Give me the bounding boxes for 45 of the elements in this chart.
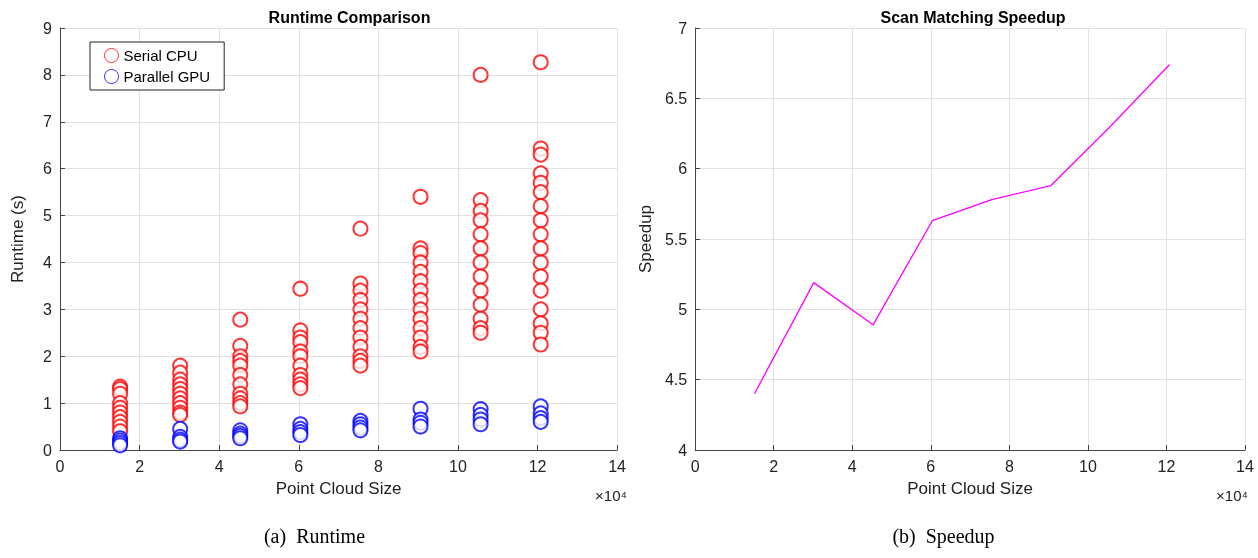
y-tick-label: 5.5: [664, 230, 688, 248]
x-tick-label: 6: [926, 457, 936, 475]
text: (b) Speedup: [892, 525, 995, 548]
y-tick-label: 9: [43, 19, 53, 37]
x-tick-label: 2: [135, 457, 145, 475]
y-tick-label: 4: [43, 253, 53, 271]
x-tick-label: 12: [1157, 457, 1176, 475]
y-tick-label: 1: [43, 394, 53, 412]
chart-title: Runtime Comparison: [268, 8, 431, 26]
y-tick-label: 6.5: [664, 89, 688, 107]
chart-title: Scan Matching Speedup: [880, 8, 1066, 26]
y-tick-label: 6: [678, 160, 688, 178]
text: ×10⁴: [595, 487, 627, 504]
text: (a) Runtime: [263, 525, 366, 548]
y-tick-label: 7: [678, 19, 688, 37]
x-tick-label: 10: [449, 457, 467, 475]
legend-label: Serial CPU: [123, 47, 198, 64]
y-tick-label: 6: [43, 160, 53, 178]
x-tick-label: 4: [214, 457, 224, 475]
x-tick-label: 0: [55, 457, 65, 475]
x-tick-label: 0: [690, 457, 700, 475]
y-tick-label: 7: [43, 113, 53, 131]
x-tick-label: 10: [1079, 457, 1097, 475]
y-tick-label: 2: [43, 347, 53, 365]
x-axis-title: Point Cloud Size: [907, 479, 1033, 498]
legend-label: Parallel GPU: [123, 68, 211, 85]
y-tick-label: 4: [678, 441, 688, 459]
y-tick-label: 0: [43, 441, 53, 459]
y-axis-title: Runtime (s): [8, 195, 27, 283]
x-tick-label: 14: [608, 457, 627, 475]
x-tick-label: 4: [847, 457, 857, 475]
text: ×10⁴: [1216, 487, 1248, 504]
y-tick-label: 3: [43, 300, 53, 318]
y-tick-label: 4.5: [664, 371, 688, 389]
x-axis-title: Point Cloud Size: [275, 479, 402, 498]
y-tick-label: 5: [678, 300, 688, 318]
x-tick-label: 14: [1236, 457, 1254, 475]
y-axis-title: Speedup: [636, 204, 655, 274]
x-tick-label: 6: [294, 457, 304, 475]
x-tick-label: 2: [769, 457, 779, 475]
y-tick-label: 8: [43, 66, 53, 84]
x-tick-label: 8: [373, 457, 383, 475]
y-tick-label: 5: [43, 207, 53, 225]
x-tick-label: 8: [1004, 457, 1014, 475]
x-tick-label: 12: [528, 457, 547, 475]
